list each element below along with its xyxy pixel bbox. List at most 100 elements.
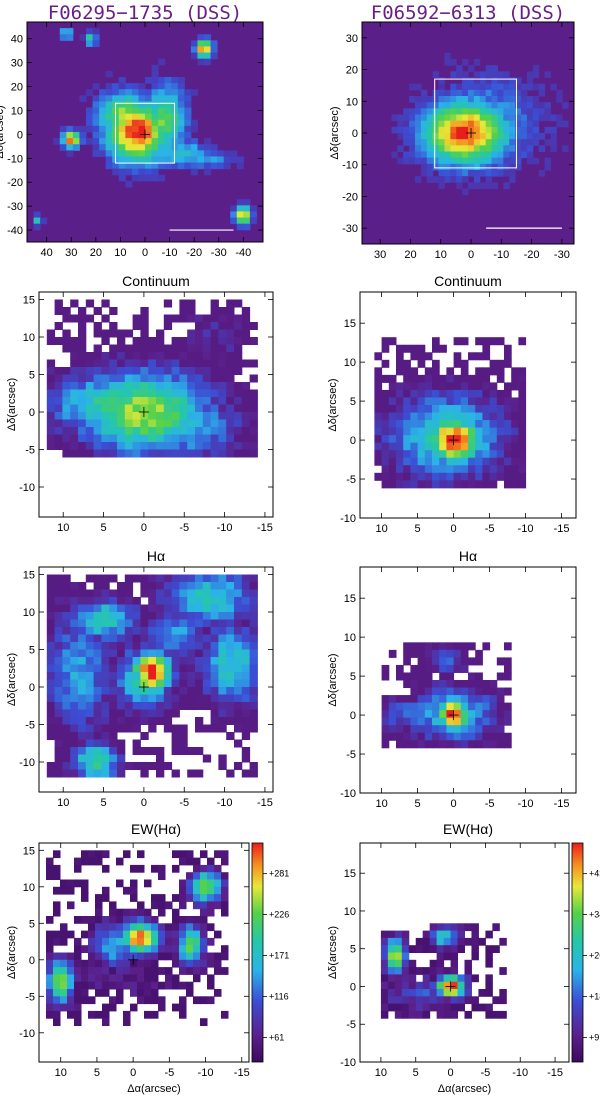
image-pixel (401, 930, 410, 939)
panel-f06592-6313-1: F06592−6313 (DSS)30 20 10 0 -10 -20 -303020100… (329, 2, 575, 261)
image-pixel (226, 769, 235, 778)
image-pixel (410, 420, 419, 429)
image-pixel (163, 664, 173, 673)
image-pixel (432, 405, 440, 414)
image-pixel (374, 427, 383, 436)
image-pixel (171, 634, 180, 643)
image-pixel (202, 427, 212, 435)
image-pixel (138, 156, 146, 164)
image-pixel (230, 156, 238, 164)
image-pixel (475, 450, 483, 459)
image-pixel (156, 634, 165, 643)
image-pixel (438, 77, 445, 85)
image-pixel (138, 132, 146, 139)
image-pixel (218, 717, 227, 725)
image-pixel (158, 174, 166, 182)
image-pixel (186, 850, 194, 859)
image-pixel (118, 119, 126, 127)
image-pixel (218, 657, 227, 665)
image-pixel (446, 717, 455, 726)
image-pixel (249, 634, 258, 643)
image-pixel (450, 176, 457, 183)
image-pixel (93, 442, 102, 450)
image-pixel (62, 724, 71, 733)
image-pixel (401, 952, 410, 961)
image-pixel (234, 427, 243, 435)
image-pixel (202, 419, 212, 428)
image-pixel (125, 101, 133, 109)
image-pixel (521, 145, 528, 152)
image-pixel (78, 419, 87, 428)
image-pixel (438, 176, 445, 183)
image-pixel (403, 695, 411, 704)
image-pixel (101, 329, 110, 338)
image-pixel (439, 702, 447, 711)
image-pixel (131, 83, 139, 90)
image-pixel (388, 442, 397, 451)
image-pixel (460, 405, 469, 414)
image-pixel (241, 314, 251, 323)
image-pixel (179, 952, 187, 961)
image-pixel (218, 589, 227, 598)
image-pixel (397, 120, 404, 128)
image-pixel (218, 307, 227, 315)
image-pixel (187, 427, 196, 435)
image-pixel (140, 344, 149, 353)
image-pixel (117, 389, 126, 398)
image-pixel (226, 582, 235, 590)
image-pixel (193, 952, 201, 961)
image-pixel (241, 627, 251, 635)
image-pixel (515, 133, 522, 140)
image-pixel (396, 732, 404, 741)
image-pixel (54, 754, 63, 763)
image-pixel (436, 923, 445, 932)
image-pixel (117, 717, 126, 725)
image-pixel (179, 747, 188, 755)
image-pixel (101, 754, 110, 763)
image-pixel (453, 740, 462, 749)
image-pixel (218, 442, 227, 450)
image-pixel (78, 679, 87, 688)
y-axis-label: Δδ(arcsec) (6, 378, 18, 431)
image-pixel (74, 916, 82, 924)
image-pixel (489, 695, 498, 704)
image-pixel (105, 162, 113, 170)
image-pixel (92, 28, 100, 35)
y-tick-label: 0 (352, 128, 358, 140)
image-pixel (70, 672, 79, 680)
image-pixel (186, 916, 194, 924)
image-pixel (148, 404, 157, 413)
image-pixel (179, 916, 187, 924)
image-pixel (101, 604, 110, 613)
image-pixel (195, 657, 204, 665)
image-pixel (518, 420, 527, 429)
image-pixel (234, 314, 243, 323)
image-pixel (187, 389, 196, 398)
image-pixel (132, 672, 141, 680)
image-pixel (85, 359, 95, 368)
image-pixel (148, 619, 157, 628)
image-pixel (81, 850, 89, 859)
image-pixel (518, 412, 527, 421)
image-pixel (118, 95, 126, 102)
image-pixel (218, 337, 227, 345)
image-pixel (101, 702, 110, 710)
image-pixel (171, 597, 180, 605)
image-pixel (485, 1010, 493, 1019)
image-pixel (485, 71, 493, 78)
image-pixel (475, 442, 483, 451)
image-pixel (112, 95, 120, 102)
image-pixel (210, 582, 219, 590)
image-pixel (497, 145, 504, 152)
plot-frame (359, 566, 577, 794)
image-pixel (432, 359, 440, 368)
image-pixel (46, 574, 56, 583)
image-pixel (62, 412, 71, 420)
image-pixel (234, 574, 243, 583)
image-pixel (187, 642, 196, 650)
image-pixel (144, 952, 152, 961)
image-pixel (67, 967, 75, 975)
x-tick-label: -10 (518, 798, 534, 810)
image-pixel (85, 404, 95, 413)
